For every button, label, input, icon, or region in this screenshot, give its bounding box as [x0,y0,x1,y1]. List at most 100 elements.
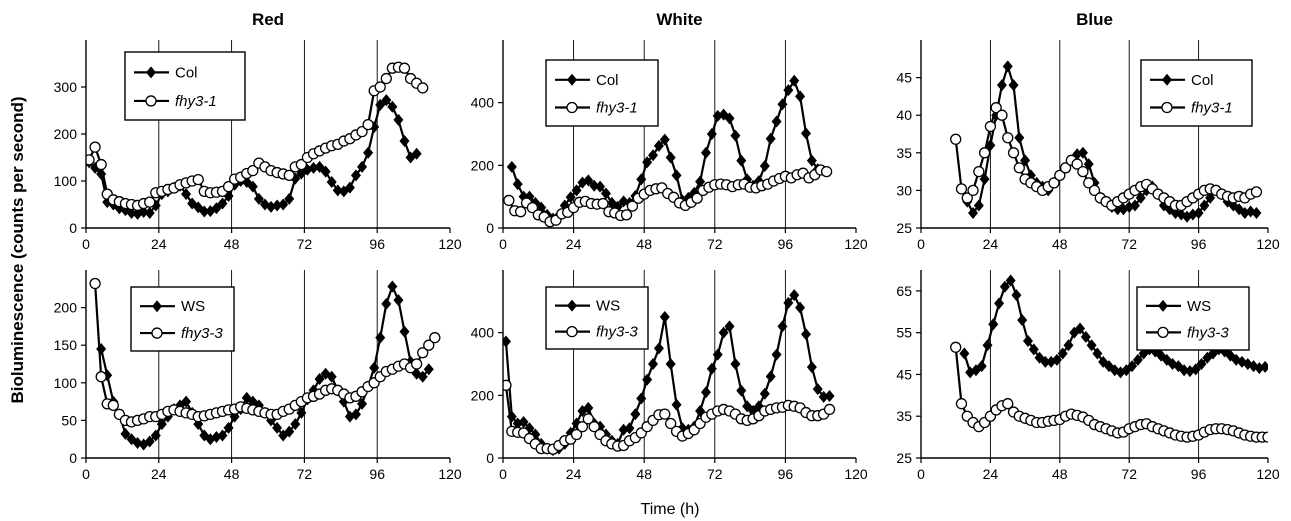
panel-title: Red [252,10,284,29]
legend-marker [1161,101,1173,114]
series-fhy3-1 [950,102,1263,212]
data-point [423,363,434,376]
data-point [999,280,1010,293]
data-point [973,165,985,178]
y-tick-label: 45 [896,70,912,86]
legend-label: fhy3-1 [1191,100,1233,117]
data-point [1071,158,1083,170]
y-tick-label: 55 [896,325,912,341]
data-point [526,201,539,214]
data-point [150,429,161,442]
data-point [512,178,523,191]
data-point [144,435,155,448]
data-point [653,139,664,152]
data-point [1075,322,1086,335]
data-point [503,379,512,391]
data-point [1190,363,1201,376]
y-tick-label: 300 [54,79,78,95]
data-point [959,347,970,360]
chart-panel-2: 0 200 400 0 24 48 72 96 120 White Col fhy3-1 [471,10,868,252]
x-tick-label: 0 [499,466,507,482]
data-point [192,173,204,186]
data-point [417,82,429,94]
x-tick-label: 48 [636,236,652,252]
y-tick-label: 150 [54,337,78,353]
data-point [1092,347,1103,360]
y-tick-label: 0 [486,220,494,236]
x-tick-label: 24 [151,236,167,252]
data-point [1132,353,1143,366]
data-point [1008,79,1019,92]
data-point [955,183,968,195]
data-point [565,191,576,204]
data-point [795,90,806,103]
data-point [700,386,711,399]
data-point [156,418,167,431]
data-point [626,200,639,212]
data-point [410,358,423,370]
data-point [518,415,529,428]
y-tick-label: 35 [896,145,912,161]
data-point [1077,165,1089,178]
data-point [515,206,527,218]
data-point [278,198,289,211]
data-point [272,199,283,212]
data-point [800,127,811,140]
legend-label: WS [181,298,205,315]
chart-panel-5: 0 200 400 0 24 48 72 96 120 WS fhy3-3 [471,270,868,482]
data-point [630,408,641,421]
x-tick-label: 96 [369,236,385,252]
data-point [1199,199,1210,212]
data-point [320,165,331,178]
data-point [583,174,594,187]
x-tick-label: 72 [1121,236,1137,252]
data-point [724,112,735,125]
data-point [399,325,410,338]
x-tick-label: 48 [1052,466,1068,482]
data-point [284,192,295,205]
data-point [1002,60,1013,73]
data-point [120,427,131,440]
data-point [272,421,283,434]
data-point [818,390,829,403]
data-point [724,320,735,333]
data-point [1017,314,1028,327]
chart-panel-4: 0 50 100 150 200 0 24 48 72 96 120 WS fhy3-3 [54,270,462,482]
data-point [583,401,594,414]
legend-box [124,51,246,121]
data-point [636,392,647,405]
data-point [777,320,788,333]
legend-label: Col [175,64,198,81]
x-tick-label: 96 [778,236,794,252]
y-tick-label: 45 [896,366,912,382]
data-point [357,397,368,410]
x-tick-label: 72 [297,466,313,482]
data-point [665,358,676,370]
data-point [295,158,308,171]
data-point [503,335,511,348]
data-point [730,129,741,142]
data-point [411,147,422,160]
x-tick-label: 24 [566,466,582,482]
data-point [89,277,101,290]
y-tick-label: 200 [54,300,78,316]
data-point [95,158,107,171]
legend-box [1140,59,1253,127]
data-point [589,179,600,192]
x-tick-label: 0 [82,466,90,482]
y-tick-label: 35 [896,408,912,424]
series-fhy3-3 [503,379,836,455]
data-point [961,192,973,204]
data-point [1048,177,1060,189]
data-point [996,109,1008,121]
x-tick-label: 120 [844,236,868,252]
x-tick-label: 120 [844,466,868,482]
data-point [1002,398,1014,410]
data-point [795,301,806,314]
data-point [996,79,1007,92]
data-point [217,429,228,442]
data-point [967,184,979,197]
x-tick-label: 48 [1052,236,1068,252]
legend-box [1136,286,1250,351]
data-point [417,347,429,359]
